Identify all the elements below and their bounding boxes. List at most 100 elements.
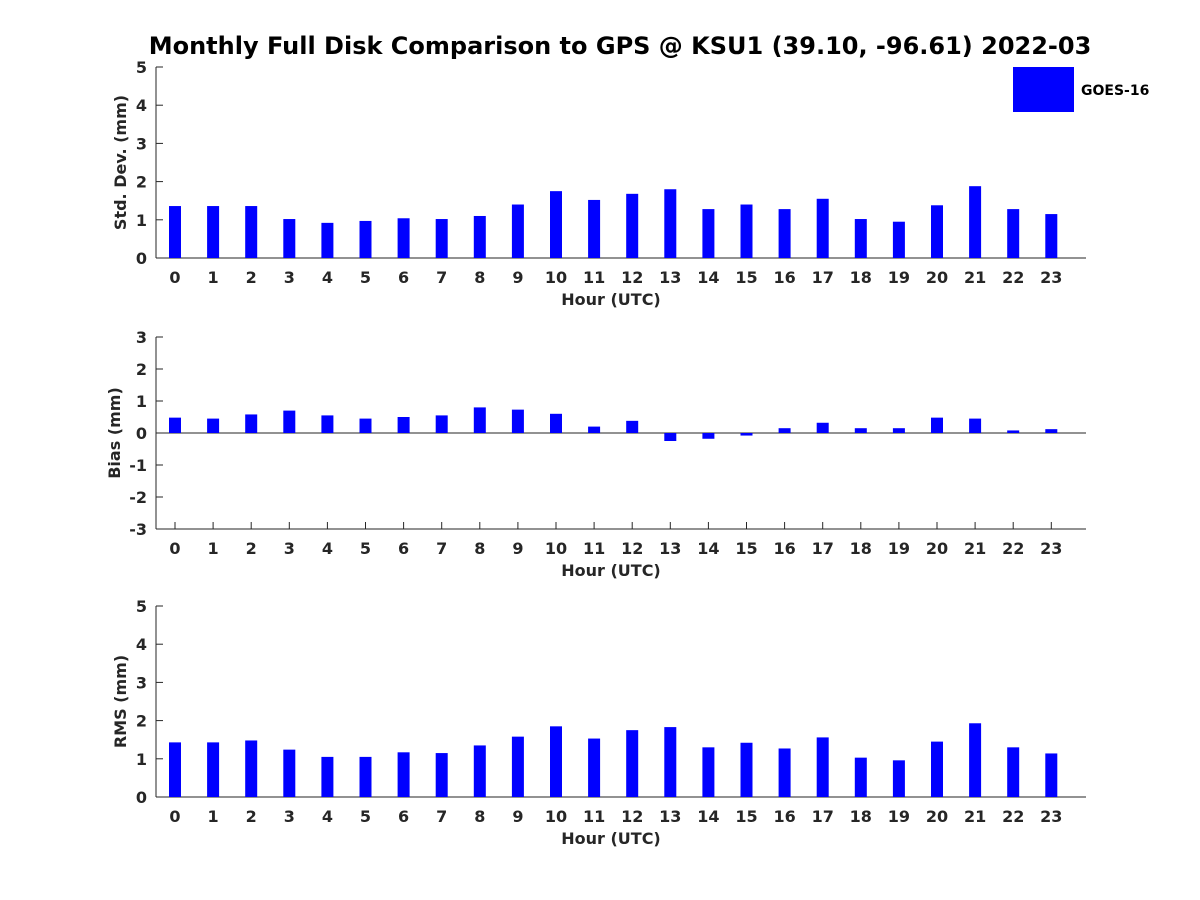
stddev-x-tick-label: 9 <box>512 268 523 287</box>
rms-x-tick-label: 21 <box>964 807 986 826</box>
bias-x-axis-label: Hour (UTC) <box>561 561 661 580</box>
bias-bar-hour-19 <box>892 428 905 433</box>
bias-x-tick-label: 10 <box>545 539 567 558</box>
stddev-x-tick-label: 8 <box>474 268 485 287</box>
bias-bar-hour-23 <box>1045 429 1058 433</box>
stddev-x-tick-label: 20 <box>926 268 948 287</box>
bias-bar-hour-12 <box>626 420 639 433</box>
bias-bar-hour-3 <box>283 410 296 433</box>
stddev-bar-hour-6 <box>397 218 410 258</box>
rms-x-tick-label: 23 <box>1040 807 1062 826</box>
rms-x-tick-label: 2 <box>246 807 257 826</box>
bias-bar-hour-10 <box>550 413 562 433</box>
rms-x-tick-label: 14 <box>697 807 719 826</box>
bias-bar-hour-11 <box>588 426 601 433</box>
rms-bar-hour-21 <box>969 723 982 797</box>
rms-y-tick-label: 1 <box>136 750 147 769</box>
bias-x-tick-label: 11 <box>583 539 605 558</box>
stddev-bar-hour-4 <box>321 222 334 258</box>
stddev-bar-hour-16 <box>778 209 791 258</box>
rms-bar-hour-22 <box>1007 747 1020 797</box>
stddev-bar-hour-15 <box>740 204 753 258</box>
stddev-y-tick-label: 1 <box>136 211 147 230</box>
rms-bar-hour-20 <box>931 741 943 797</box>
rms-bar-hour-11 <box>588 738 601 797</box>
bias-x-tick-label: 0 <box>169 539 180 558</box>
bias-x-tick-label: 16 <box>773 539 795 558</box>
stddev-bar-hour-8 <box>473 215 486 258</box>
rms-x-tick-label: 9 <box>512 807 523 826</box>
rms-y-tick-label: 4 <box>136 635 147 654</box>
stddev-bar-hour-13 <box>664 189 677 258</box>
legend-swatch <box>1013 67 1074 112</box>
stddev-x-tick-label: 19 <box>888 268 910 287</box>
rms-x-tick-label: 15 <box>735 807 757 826</box>
bias-bar-hour-1 <box>207 418 220 433</box>
bias-y-tick-label: 1 <box>136 392 147 411</box>
stddev-bar-hour-3 <box>283 219 296 258</box>
rms-x-tick-label: 16 <box>773 807 795 826</box>
rms-y-tick-label: 2 <box>136 712 147 731</box>
bias-bar-hour-4 <box>321 415 334 433</box>
bias-bar-hour-21 <box>969 418 982 433</box>
rms-bar-hour-3 <box>283 749 296 797</box>
bias-bar-hour-18 <box>854 428 867 433</box>
stddev-x-tick-label: 1 <box>208 268 219 287</box>
stddev-x-tick-label: 11 <box>583 268 605 287</box>
bias-y-tick-label: 2 <box>136 360 147 379</box>
rms-x-tick-label: 0 <box>169 807 180 826</box>
rms-bar-hour-23 <box>1045 753 1058 797</box>
rms-x-tick-label: 19 <box>888 807 910 826</box>
rms-y-axis-label: RMS (mm) <box>111 655 130 748</box>
rms-x-tick-label: 5 <box>360 807 371 826</box>
bias-bar-hour-13 <box>664 433 677 441</box>
stddev-x-tick-label: 14 <box>697 268 719 287</box>
rms-y-tick-label: 3 <box>136 673 147 692</box>
stddev-bar-hour-7 <box>435 219 448 258</box>
rms-bar-hour-13 <box>664 727 677 797</box>
bias-bar-hour-0 <box>169 417 181 433</box>
bias-x-tick-label: 18 <box>850 539 872 558</box>
rms-x-tick-label: 17 <box>812 807 834 826</box>
legend-label: GOES-16 <box>1081 83 1149 99</box>
bias-x-tick-label: 22 <box>1002 539 1024 558</box>
stddev-y-tick-label: 0 <box>136 249 147 268</box>
stddev-x-tick-label: 4 <box>322 268 333 287</box>
rms-bar-hour-12 <box>626 730 639 797</box>
bias-x-tick-label: 15 <box>735 539 757 558</box>
bias-bar-hour-2 <box>245 414 258 433</box>
stddev-x-axis-label: Hour (UTC) <box>561 290 661 309</box>
rms-x-tick-label: 12 <box>621 807 643 826</box>
rms-bar-hour-18 <box>854 757 867 797</box>
stddev-y-axis-label: Std. Dev. (mm) <box>111 95 130 230</box>
stddev-bar-hour-12 <box>626 193 639 258</box>
rms-x-tick-label: 18 <box>850 807 872 826</box>
bias-y-axis-label: Bias (mm) <box>105 387 124 479</box>
rms-bar-hour-2 <box>245 740 258 797</box>
figure-title: Monthly Full Disk Comparison to GPS @ KS… <box>149 32 1092 60</box>
rms-bar-hour-4 <box>321 756 334 797</box>
stddev-bar-hour-21 <box>969 186 982 258</box>
rms-bar-hour-8 <box>473 745 486 797</box>
stddev-x-tick-label: 22 <box>1002 268 1024 287</box>
bias-x-tick-label: 2 <box>246 539 257 558</box>
bias-bar-hour-15 <box>740 433 753 436</box>
rms-bar-hour-15 <box>740 742 753 797</box>
rms-bar-hour-17 <box>816 737 829 797</box>
rms-x-tick-label: 8 <box>474 807 485 826</box>
bias-x-tick-label: 8 <box>474 539 485 558</box>
bias-x-tick-label: 12 <box>621 539 643 558</box>
bias-y-tick-label: -3 <box>129 520 147 539</box>
rms-bar-hour-16 <box>778 748 791 797</box>
stddev-x-tick-label: 16 <box>773 268 795 287</box>
stddev-x-tick-label: 21 <box>964 268 986 287</box>
rms-y-tick-label: 5 <box>136 597 147 616</box>
stddev-bar-hour-2 <box>245 206 258 258</box>
stddev-bar-hour-18 <box>854 219 867 258</box>
bias-x-tick-label: 5 <box>360 539 371 558</box>
bias-x-tick-label: 14 <box>697 539 719 558</box>
stddev-bar-hour-11 <box>588 199 601 258</box>
bias-bar-hour-22 <box>1007 430 1020 433</box>
